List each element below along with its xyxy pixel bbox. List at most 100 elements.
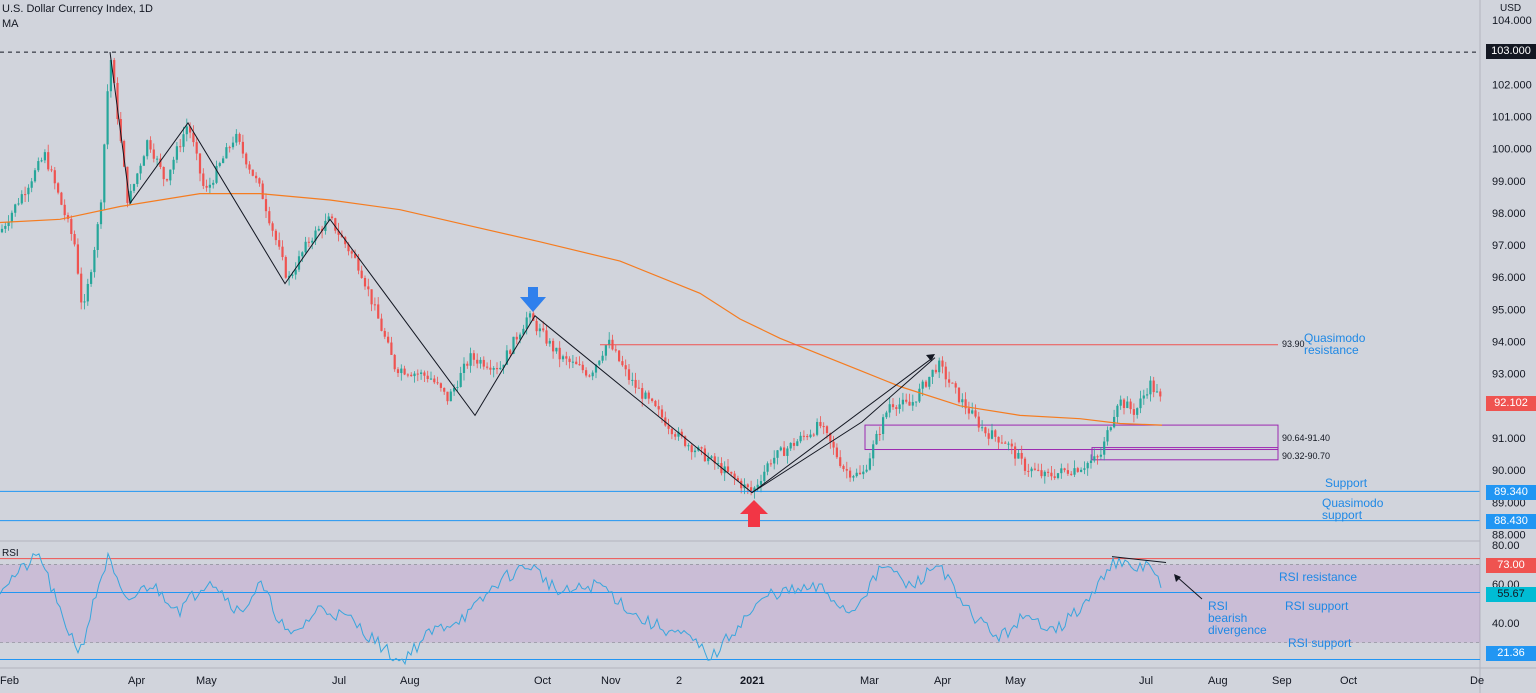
candle[interactable]: [924, 379, 928, 388]
candle[interactable]: [1136, 407, 1139, 419]
candle[interactable]: [545, 324, 548, 346]
candle[interactable]: [951, 382, 954, 384]
candle[interactable]: [502, 364, 505, 374]
candle[interactable]: [258, 177, 261, 187]
candle[interactable]: [885, 410, 888, 419]
candle[interactable]: [83, 293, 86, 310]
candles-layer[interactable]: [0, 57, 1162, 499]
candle[interactable]: [948, 371, 951, 388]
candle[interactable]: [548, 338, 551, 347]
candle[interactable]: [50, 165, 53, 173]
candle[interactable]: [423, 370, 426, 382]
candle[interactable]: [839, 450, 842, 468]
candle[interactable]: [1060, 463, 1063, 479]
candle[interactable]: [1070, 471, 1073, 476]
indicator-label[interactable]: MA: [2, 18, 19, 30]
candle[interactable]: [1089, 454, 1093, 469]
candle[interactable]: [264, 193, 268, 218]
candle[interactable]: [0, 224, 4, 234]
candle[interactable]: [677, 427, 680, 441]
candle[interactable]: [1056, 473, 1060, 480]
candle[interactable]: [941, 356, 944, 374]
candle[interactable]: [235, 129, 238, 146]
candle[interactable]: [274, 228, 277, 246]
candle[interactable]: [1030, 466, 1033, 478]
candle[interactable]: [875, 430, 878, 445]
candle[interactable]: [492, 366, 495, 378]
candle[interactable]: [776, 450, 779, 465]
candle[interactable]: [47, 144, 50, 172]
candle[interactable]: [327, 212, 330, 222]
candle[interactable]: [1027, 463, 1030, 477]
candle[interactable]: [796, 439, 799, 447]
candle[interactable]: [367, 278, 370, 297]
candle[interactable]: [297, 250, 301, 272]
candle[interactable]: [604, 344, 607, 361]
candle[interactable]: [43, 149, 46, 164]
candle[interactable]: [453, 384, 456, 396]
candle[interactable]: [486, 362, 489, 370]
candle[interactable]: [136, 172, 139, 187]
candle[interactable]: [977, 411, 980, 432]
candle[interactable]: [393, 353, 396, 372]
candle[interactable]: [129, 184, 132, 205]
candle[interactable]: [403, 365, 406, 376]
candle[interactable]: [123, 139, 126, 168]
candle[interactable]: [314, 226, 317, 245]
candle[interactable]: [109, 59, 112, 98]
candle[interactable]: [20, 190, 23, 205]
candle[interactable]: [182, 126, 185, 153]
candle[interactable]: [1093, 448, 1096, 463]
candle[interactable]: [106, 84, 109, 150]
candle[interactable]: [1043, 470, 1046, 484]
candle[interactable]: [561, 354, 565, 363]
candle[interactable]: [436, 376, 439, 385]
candle[interactable]: [80, 267, 83, 310]
candle[interactable]: [961, 393, 964, 408]
candle[interactable]: [971, 402, 974, 415]
candle[interactable]: [132, 183, 136, 194]
candle[interactable]: [684, 435, 687, 448]
candle[interactable]: [301, 251, 304, 262]
candle[interactable]: [14, 203, 17, 217]
candle[interactable]: [420, 369, 423, 380]
candle[interactable]: [750, 480, 753, 496]
candle[interactable]: [1106, 426, 1109, 446]
candle[interactable]: [585, 367, 588, 378]
candle[interactable]: [657, 399, 660, 416]
candle[interactable]: [390, 336, 393, 356]
candle[interactable]: [1155, 384, 1159, 393]
candle[interactable]: [627, 364, 631, 385]
candle[interactable]: [934, 364, 937, 374]
candle[interactable]: [1073, 460, 1076, 478]
candle[interactable]: [816, 418, 819, 437]
candle[interactable]: [185, 118, 188, 142]
candle[interactable]: [822, 422, 825, 435]
candle[interactable]: [330, 213, 334, 221]
candle[interactable]: [594, 363, 598, 379]
candle[interactable]: [882, 414, 885, 441]
candle[interactable]: [337, 222, 340, 242]
candle[interactable]: [1014, 442, 1017, 466]
candle[interactable]: [538, 323, 541, 338]
candle[interactable]: [984, 426, 987, 437]
candle[interactable]: [63, 199, 66, 221]
candle[interactable]: [981, 420, 984, 432]
candle[interactable]: [1053, 469, 1056, 480]
candle[interactable]: [674, 431, 677, 441]
candle[interactable]: [195, 137, 198, 161]
candle[interactable]: [868, 452, 871, 471]
candle[interactable]: [30, 177, 33, 193]
candle[interactable]: [198, 152, 202, 182]
candle[interactable]: [1066, 463, 1069, 477]
candle[interactable]: [571, 354, 574, 369]
candle[interactable]: [281, 240, 284, 261]
candle[interactable]: [1159, 388, 1162, 402]
candle[interactable]: [990, 423, 994, 440]
candle[interactable]: [938, 357, 941, 379]
candle[interactable]: [222, 155, 225, 164]
candle[interactable]: [60, 191, 63, 206]
candle[interactable]: [4, 222, 7, 233]
candle[interactable]: [311, 237, 314, 250]
